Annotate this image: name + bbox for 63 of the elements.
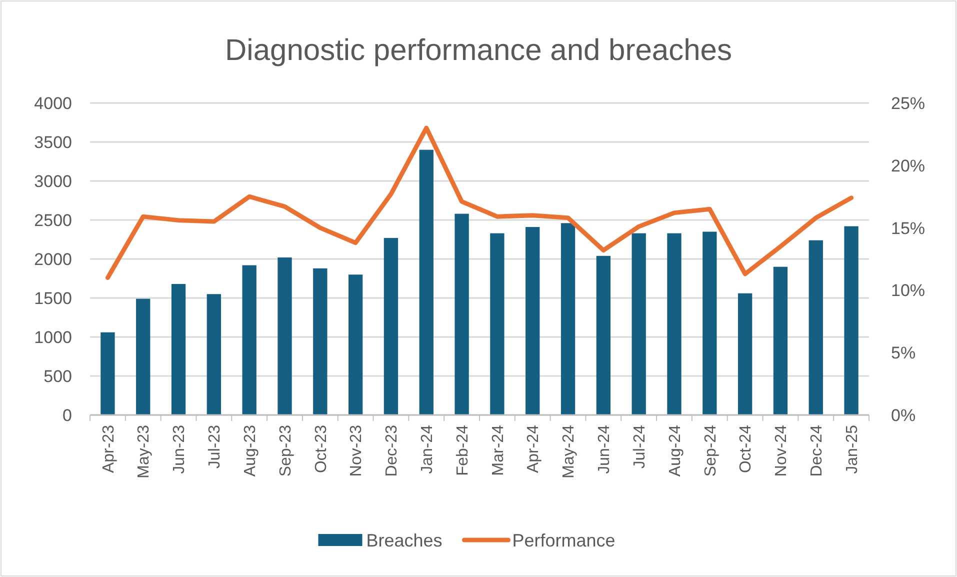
x-tick-label: Aug-24 (666, 424, 684, 477)
bar (667, 233, 682, 415)
line-series (105, 126, 854, 280)
y-tick-label: 3000 (34, 172, 72, 191)
bar (206, 294, 222, 415)
x-tick-label: Apr-23 (100, 424, 118, 474)
bar (596, 256, 611, 415)
y2-tick-label: 15% (891, 218, 926, 238)
bar (419, 150, 434, 415)
bar (702, 232, 717, 415)
x-tick-label: Jun-24 (596, 424, 614, 474)
x-tick-label: Oct-23 (312, 424, 330, 474)
y2-tick-label: 5% (891, 344, 916, 363)
bar (526, 227, 540, 415)
y-tick-label: 0 (62, 406, 72, 425)
x-tick-label: Apr-24 (525, 424, 542, 474)
y-tick-label: 3500 (34, 132, 72, 152)
y2-tick-label: 25% (891, 94, 926, 113)
bar (454, 214, 469, 415)
bar (313, 268, 328, 415)
y2-tick-label: 0% (891, 406, 916, 425)
x-tick-label: Aug-23 (242, 424, 259, 477)
y-tick-label: 1000 (34, 328, 72, 347)
bar (278, 257, 292, 415)
bar (773, 266, 788, 415)
bar (348, 274, 363, 415)
x-tick-label: Nov-24 (773, 424, 790, 477)
x-tick-label: Jul-23 (206, 424, 224, 469)
chart-title: Diagnostic performance and breaches (225, 34, 732, 67)
legend-label: Breaches (366, 530, 442, 550)
legend-label: Performance (512, 530, 616, 550)
x-tick-label: Jan-24 (418, 424, 436, 474)
y-tick-label: 1500 (34, 288, 72, 308)
bar (384, 238, 398, 415)
bar (844, 226, 858, 415)
x-tick-label: Sep-24 (702, 424, 720, 477)
x-tick-label: Dec-24 (808, 424, 826, 477)
y-tick-label: 2000 (34, 250, 72, 269)
bar (560, 223, 576, 415)
y-tick-label: 4000 (34, 94, 72, 113)
y-tick-label: 500 (44, 366, 72, 386)
bar (808, 240, 823, 415)
x-tick-label: Dec-23 (384, 424, 401, 477)
bar (171, 284, 186, 415)
bar (136, 298, 150, 415)
x-tick-label: Jul-24 (631, 424, 648, 469)
bar (632, 233, 646, 415)
bar (100, 332, 115, 415)
x-tick-label: Mar-24 (490, 424, 507, 476)
x-tick-label: Jan-25 (844, 424, 861, 474)
x-tick-label: Nov-23 (348, 424, 366, 477)
y2-tick-label: 20% (891, 156, 926, 176)
x-tick-label: Sep-23 (277, 424, 294, 477)
x-tick-label: Jun-23 (171, 424, 188, 474)
x-tick-label: May-24 (560, 424, 578, 478)
bar (490, 233, 504, 415)
bar (738, 293, 752, 415)
x-tick-label: Oct-24 (738, 424, 755, 474)
y2-tick-label: 10% (891, 281, 926, 300)
x-tick-label: May-23 (136, 424, 153, 478)
x-tick-label: Feb-24 (454, 424, 472, 476)
y-tick-label: 2500 (34, 210, 72, 230)
bar (242, 265, 256, 415)
